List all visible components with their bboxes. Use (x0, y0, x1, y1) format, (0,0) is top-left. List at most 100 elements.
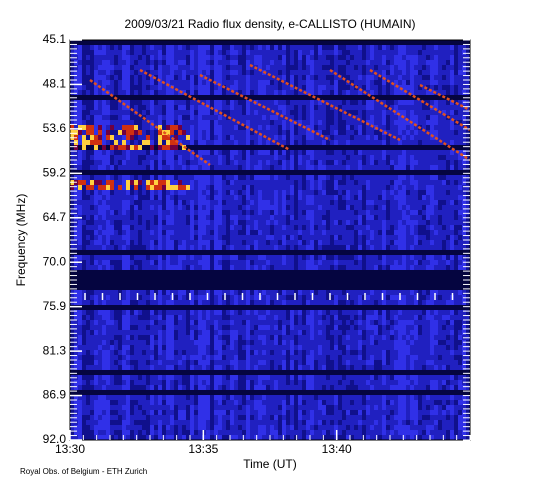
spectrogram-cell (330, 275, 335, 281)
spectrogram-cell (294, 250, 299, 256)
spectrogram-cell (74, 115, 79, 121)
spectrogram-cell (222, 135, 227, 141)
spectrogram-cell (338, 265, 343, 271)
spectrogram-cell (94, 275, 99, 281)
spectrogram-cell (150, 200, 155, 206)
spectrogram-cell (466, 195, 471, 201)
spectrogram-cell (286, 270, 291, 276)
spectrogram-cell (358, 155, 363, 161)
spectrogram-cell (442, 165, 447, 171)
spectrogram-cell (142, 180, 147, 186)
spectrogram-cell (162, 230, 167, 236)
spectrogram-cell (118, 95, 123, 101)
spectrogram-cell (318, 185, 323, 191)
spectrogram-cell (326, 130, 331, 136)
spectrogram-cell (430, 245, 435, 251)
spectrogram-cell (270, 220, 275, 226)
spectrogram-cell (414, 130, 419, 136)
spectrogram-cell (458, 280, 463, 286)
spectrogram-cell (446, 55, 451, 61)
spectrogram-cell (230, 165, 235, 171)
spectrogram-cell (290, 195, 295, 201)
spectrogram-cell (274, 165, 279, 171)
spectrogram-cell (110, 270, 115, 276)
spectrogram-cell (126, 120, 131, 126)
spectrogram-cell (278, 285, 283, 291)
spectrogram-cell (310, 75, 315, 81)
spectrogram-cell (226, 135, 231, 141)
spectrogram-cell (298, 135, 303, 141)
spectrogram-cell (426, 85, 431, 91)
spectrogram-cell (402, 145, 407, 151)
spectrogram-cell (226, 210, 231, 216)
spectrogram-cell (266, 180, 271, 186)
spectrogram-cell (118, 190, 123, 196)
spectrogram-cell (314, 220, 319, 226)
spectrogram-cell (218, 50, 223, 56)
spectrogram-cell (302, 205, 307, 211)
spectrogram-cell (330, 80, 335, 86)
spectrogram-cell (142, 270, 147, 276)
spectrogram-cell (102, 240, 107, 246)
spectrogram-cell (390, 195, 395, 201)
spectrogram-cell (226, 270, 231, 276)
spectrogram-cell (290, 90, 295, 96)
spectrogram-cell (70, 105, 75, 111)
spectrogram-cell (234, 170, 239, 176)
spectrogram-cell (322, 115, 327, 121)
spectrogram-cell (414, 240, 419, 246)
spectrogram-cell (342, 130, 347, 136)
spectrogram-cell (378, 265, 383, 271)
spectrogram-cell (114, 210, 119, 216)
spectrogram-cell (214, 60, 219, 66)
spectrogram-cell (290, 285, 295, 291)
spectrogram-cell (226, 145, 231, 151)
spectrogram-cell (422, 270, 427, 276)
spectrogram-cell (122, 135, 127, 141)
spectrogram-cell (370, 70, 375, 76)
spectrogram-cell (282, 140, 287, 146)
spectrogram-cell (302, 240, 307, 246)
spectrogram-cell (338, 200, 343, 206)
spectrogram-cell (254, 135, 259, 141)
spectrogram-cell (234, 150, 239, 156)
spectrogram-cell (78, 125, 83, 131)
spectrogram-cell (78, 135, 83, 141)
spectrogram-cell (274, 40, 279, 46)
spectrogram-cell (310, 170, 315, 176)
spectrogram-cell (354, 235, 359, 241)
spectrogram-cell (190, 175, 195, 181)
spectrogram-cell (154, 120, 159, 126)
spectrogram-cell (322, 85, 327, 91)
spectrogram-cell (146, 280, 151, 286)
spectrogram-cell (334, 270, 339, 276)
spectrogram-cell (238, 260, 243, 266)
spectrogram-cell (410, 205, 415, 211)
spectrogram-cell (418, 130, 423, 136)
spectrogram-cell (438, 255, 443, 261)
spectrogram-cell (98, 240, 103, 246)
spectrogram-cell (438, 65, 443, 71)
spectrogram-cell (174, 200, 179, 206)
spectrogram-cell (170, 180, 175, 186)
spectrogram-cell (258, 75, 263, 81)
spectrogram-cell (354, 80, 359, 86)
spectrogram-cell (350, 220, 355, 226)
spectrogram-cell (82, 155, 87, 161)
spectrogram-cell (110, 275, 115, 281)
spectrogram-cell (210, 230, 215, 236)
spectrogram-cell (334, 95, 339, 101)
spectrogram-cell (458, 130, 463, 136)
spectrogram-cell (222, 265, 227, 271)
spectrogram-cell (154, 40, 159, 46)
spectrogram-cell (326, 55, 331, 61)
spectrogram-cell (438, 160, 443, 166)
spectrogram-cell (314, 210, 319, 216)
spectrogram-cell (310, 55, 315, 61)
spectrogram-cell (338, 55, 343, 61)
spectrogram-cell (350, 120, 355, 126)
spectrogram-cell (238, 100, 243, 106)
spectrogram-cell (82, 175, 87, 181)
spectrogram-cell (278, 95, 283, 101)
spectrogram-cell (358, 65, 363, 71)
